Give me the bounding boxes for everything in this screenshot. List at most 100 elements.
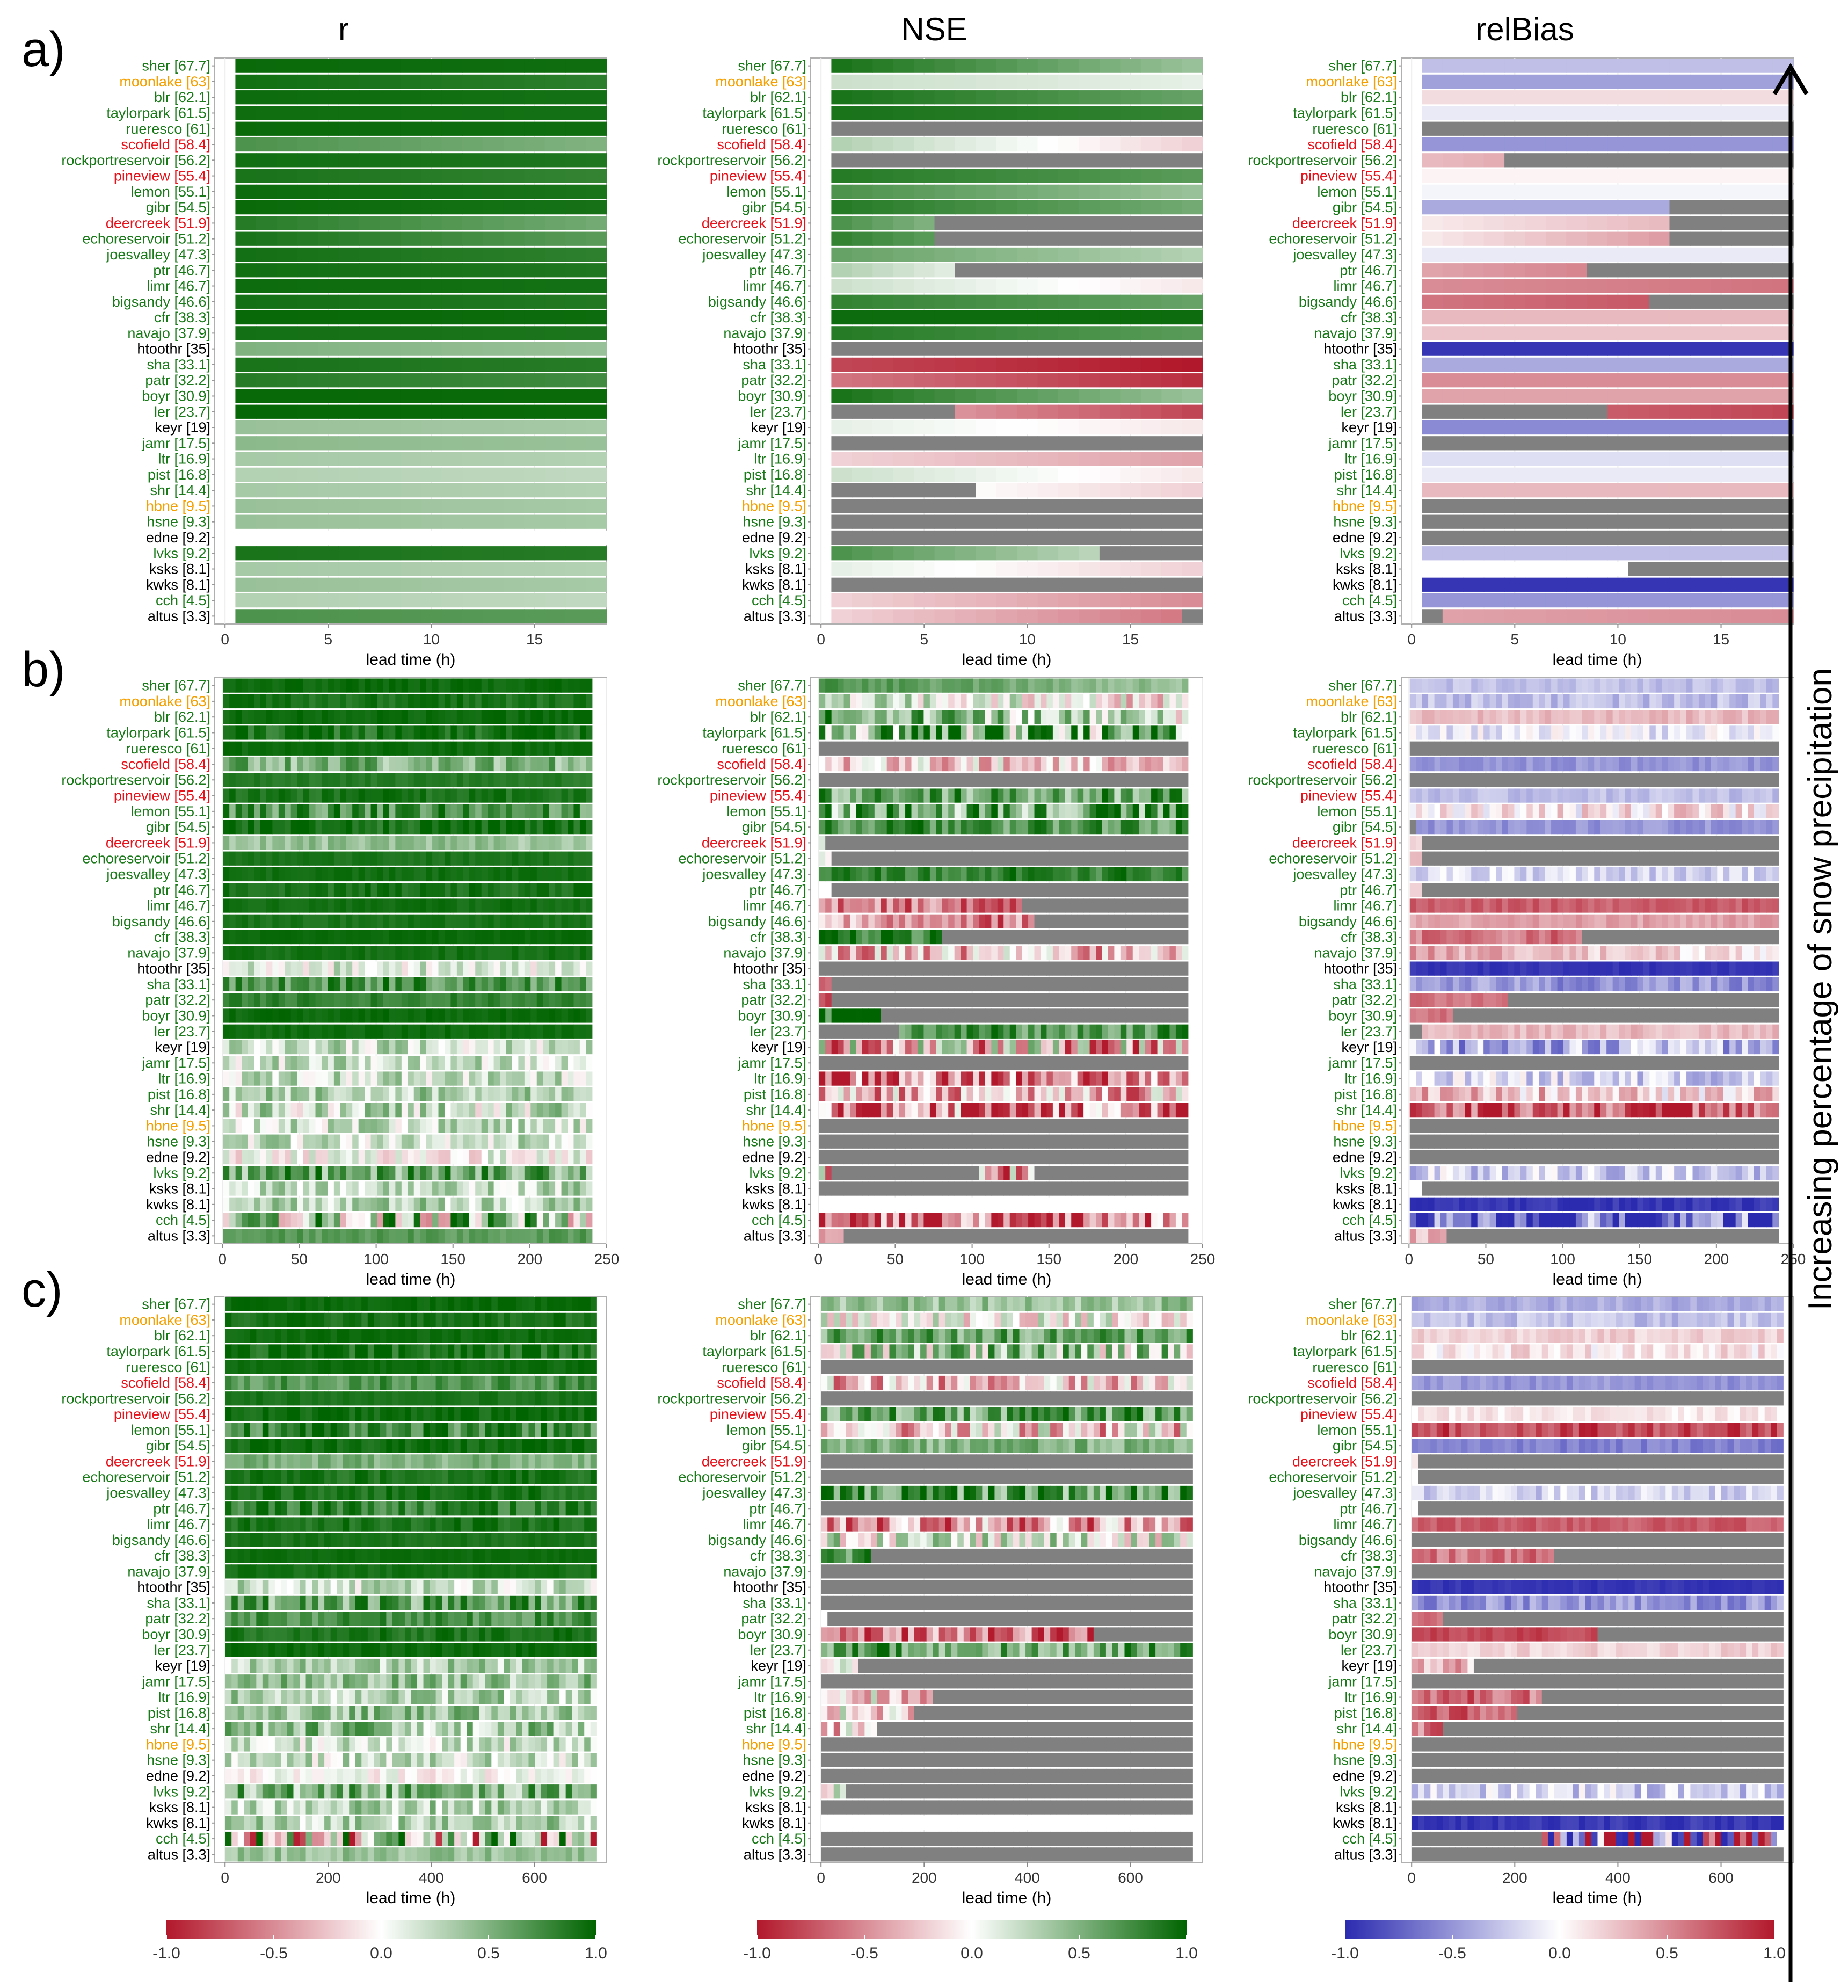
heatmap-cell	[1140, 499, 1162, 513]
station-label: lvks [9.2]	[153, 1165, 210, 1181]
heatmap-cell	[914, 74, 935, 89]
heatmap-cell	[475, 1119, 482, 1133]
heatmap-cell	[297, 977, 304, 992]
heatmap-cell	[850, 725, 857, 740]
heatmap-cell	[1422, 90, 1443, 105]
heatmap-cell	[530, 1008, 537, 1023]
heatmap-cell	[420, 1008, 427, 1023]
heatmap-cell	[413, 898, 420, 913]
heatmap-cell	[1120, 326, 1141, 340]
heatmap-cell	[1731, 467, 1752, 482]
heatmap-cell	[1422, 121, 1443, 136]
heatmap-cell	[1731, 436, 1752, 451]
heatmap-cell	[309, 710, 316, 724]
heatmap-cell	[1669, 389, 1691, 403]
heatmap-cell	[303, 757, 310, 772]
heatmap-cell	[565, 263, 587, 278]
heatmap-cell	[506, 804, 513, 818]
heatmap-cell	[899, 694, 906, 709]
heatmap-cell	[852, 106, 873, 120]
heatmap-cell	[976, 121, 997, 136]
heatmap-cell	[483, 74, 504, 89]
heatmap-cell	[586, 609, 607, 623]
station-label: hbne [9.5]	[742, 498, 806, 514]
heatmap-cell	[481, 1008, 488, 1023]
heatmap-cell	[272, 914, 279, 928]
heatmap-cell	[359, 263, 380, 278]
heatmap-cell	[934, 294, 956, 309]
heatmap-cell	[229, 1040, 236, 1055]
heatmap-cell	[524, 530, 545, 545]
heatmap-cell	[469, 867, 476, 882]
heatmap-cell	[973, 773, 980, 787]
heatmap-cell	[586, 694, 593, 709]
heatmap-cell	[365, 1071, 372, 1086]
heatmap-cell	[328, 1087, 334, 1101]
heatmap-cell	[456, 898, 463, 913]
heatmap-cell	[530, 1229, 537, 1243]
heatmap-cell	[518, 725, 525, 740]
heatmap-cell	[1587, 263, 1608, 278]
heatmap-cell	[1649, 247, 1670, 262]
heatmap-cell	[380, 231, 401, 246]
heatmap-cell	[934, 499, 956, 513]
heatmap-cell	[328, 1197, 334, 1211]
heatmap-cell	[352, 820, 359, 835]
heatmap-cell	[1065, 741, 1072, 756]
heatmap-cell	[272, 757, 279, 772]
heatmap-cell	[223, 1119, 230, 1133]
heatmap-cell	[365, 1150, 372, 1165]
heatmap-cell	[561, 883, 568, 897]
heatmap-cell	[297, 452, 318, 466]
heatmap-cell	[1058, 326, 1080, 340]
heatmap-cell	[544, 137, 566, 152]
heatmap-cell	[1077, 741, 1084, 756]
heatmap-cell	[934, 357, 956, 372]
heatmap-cell	[1102, 710, 1109, 724]
heatmap-cell	[872, 121, 894, 136]
heatmap-cell	[401, 883, 408, 897]
heatmap-cell	[444, 851, 452, 866]
heatmap-cell	[1607, 436, 1629, 451]
heatmap-cell	[555, 1008, 562, 1023]
heatmap-cell	[573, 804, 580, 818]
heatmap-cell	[229, 930, 236, 945]
heatmap-cell	[463, 898, 470, 913]
heatmap-cell	[475, 867, 482, 882]
heatmap-cell	[432, 741, 439, 756]
heatmap-cell	[1463, 467, 1485, 482]
heatmap-cell	[401, 836, 408, 850]
heatmap-cell	[395, 757, 402, 772]
heatmap-cell	[518, 710, 525, 724]
heatmap-cell	[248, 1134, 254, 1149]
heatmap-cell	[278, 898, 285, 913]
heatmap-cell	[914, 577, 935, 592]
heatmap-cell	[303, 1103, 310, 1118]
heatmap-cell	[340, 773, 347, 787]
heatmap-cell	[948, 804, 955, 818]
heatmap-cell	[469, 851, 476, 866]
heatmap-cell	[235, 725, 242, 740]
heatmap-cell	[475, 1181, 482, 1196]
heatmap-cell	[831, 310, 853, 325]
heatmap-cell	[297, 404, 318, 419]
heatmap-cell	[1058, 404, 1080, 419]
heatmap-cell	[488, 1024, 494, 1039]
heatmap-cell	[290, 710, 297, 724]
heatmap-cell	[565, 546, 587, 561]
heatmap-cell	[444, 773, 452, 787]
heatmap-cell	[235, 961, 242, 976]
heatmap-cell	[524, 326, 545, 340]
heatmap-cell	[934, 184, 956, 199]
heatmap-cell	[1587, 106, 1608, 120]
heatmap-cell	[934, 436, 956, 451]
heatmap-cell	[370, 993, 377, 1007]
heatmap-cell	[493, 1166, 500, 1180]
heatmap-cell	[1566, 530, 1588, 545]
heatmap-cell	[1442, 342, 1464, 356]
heatmap-cell	[1034, 725, 1041, 740]
heatmap-cell	[1525, 247, 1546, 262]
heatmap-cell	[852, 200, 873, 215]
heatmap-cell	[976, 577, 997, 592]
station-label: deercreek [51.9]	[106, 215, 210, 231]
